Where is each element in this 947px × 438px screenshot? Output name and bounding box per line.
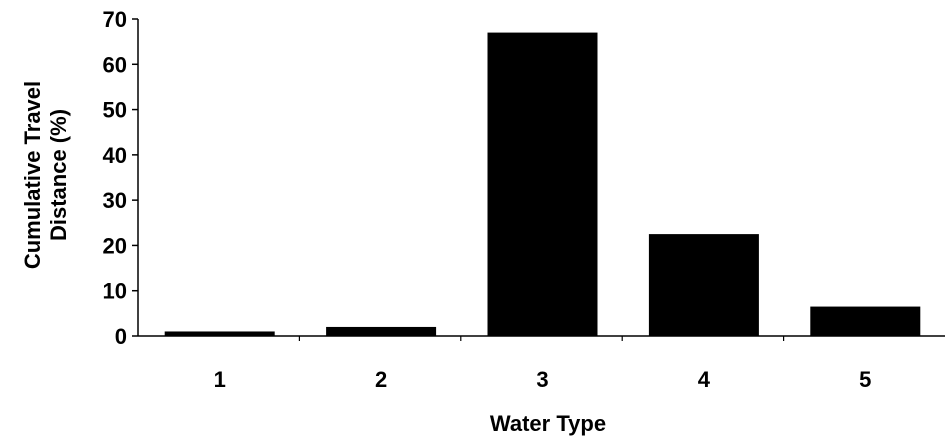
bar-4 xyxy=(648,234,759,336)
bar-5 xyxy=(810,306,921,336)
y-axis-title-line-1: Cumulative Travel xyxy=(20,81,45,269)
x-axis-ticks: 1 2 3 4 5 xyxy=(214,336,871,392)
bars xyxy=(164,32,921,336)
axes xyxy=(137,19,945,337)
y-tick-label: 40 xyxy=(103,143,127,168)
x-tick-label: 3 xyxy=(536,367,548,392)
y-axis-title: Cumulative Travel Distance (%) xyxy=(20,81,71,269)
y-axis-title-line-2: Distance (%) xyxy=(46,109,71,241)
x-tick-label: 4 xyxy=(698,367,711,392)
y-tick-label: 20 xyxy=(103,233,127,258)
bar-1 xyxy=(164,331,275,336)
y-tick-label: 30 xyxy=(103,188,127,213)
x-axis-title: Water Type xyxy=(490,411,606,436)
y-tick-label: 60 xyxy=(103,52,127,77)
y-tick-label: 10 xyxy=(103,279,127,304)
bar-3 xyxy=(487,32,598,336)
y-axis-ticks: 0 10 20 30 40 50 60 70 xyxy=(103,7,138,349)
y-tick-label: 0 xyxy=(115,324,127,349)
bar-2 xyxy=(326,326,437,336)
x-tick-label: 2 xyxy=(375,367,387,392)
x-tick-label: 5 xyxy=(859,367,871,392)
y-tick-label: 50 xyxy=(103,98,127,123)
y-tick-label: 70 xyxy=(103,7,127,32)
x-tick-label: 1 xyxy=(214,367,226,392)
